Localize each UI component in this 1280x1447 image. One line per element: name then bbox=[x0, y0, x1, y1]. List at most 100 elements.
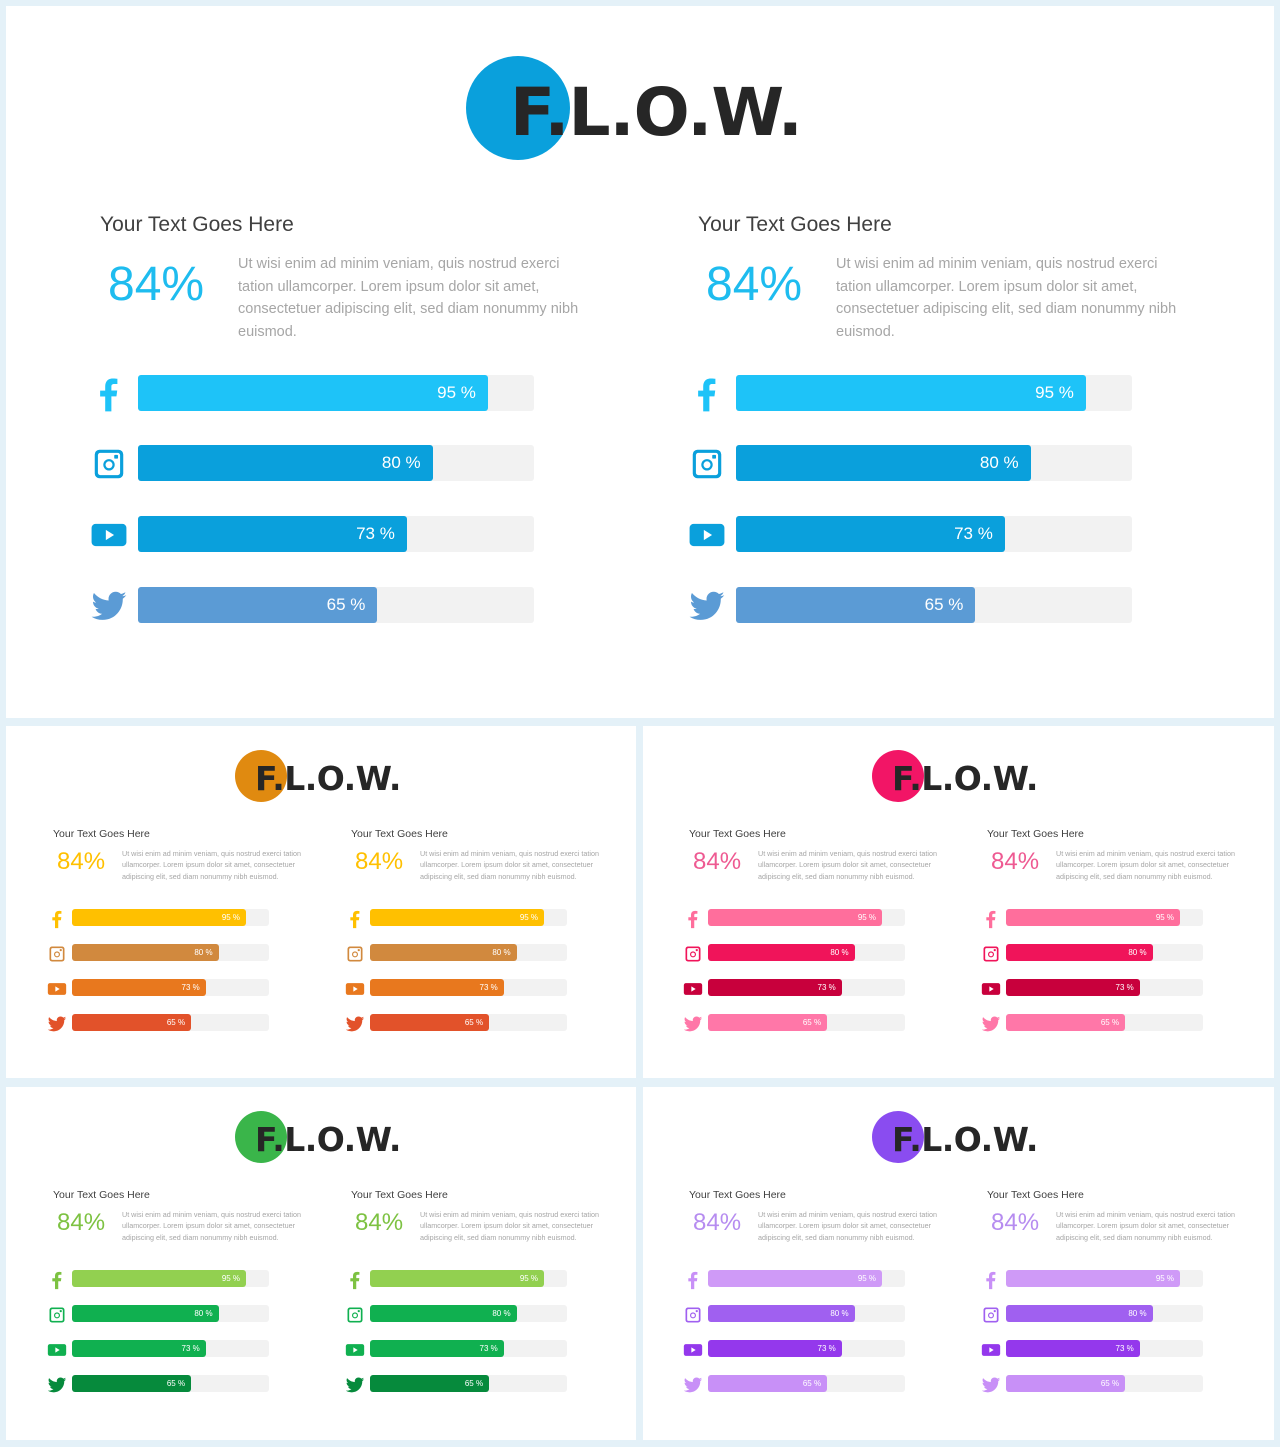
progress-fill: 65 % bbox=[708, 1014, 828, 1031]
progress-label: 95 % bbox=[221, 1274, 241, 1283]
progress-label: 65 % bbox=[464, 1018, 484, 1027]
progress-label: 80 % bbox=[1128, 1309, 1147, 1318]
progress-track: 73 % bbox=[72, 979, 269, 996]
progress-fill: 80 % bbox=[72, 944, 219, 961]
progress-track: 80 % bbox=[370, 1305, 567, 1322]
column-heading: Your Text Goes Here bbox=[689, 1189, 786, 1201]
youtube-icon bbox=[90, 516, 128, 554]
facebook-icon bbox=[981, 909, 1001, 929]
column-heading: Your Text Goes Here bbox=[100, 213, 294, 236]
progress-track: 65 % bbox=[708, 1014, 905, 1031]
progress-label: 65 % bbox=[924, 595, 964, 614]
progress-label: 73 % bbox=[817, 983, 836, 992]
progress-label: 95 % bbox=[519, 1274, 539, 1283]
progress-track: 80 % bbox=[370, 944, 567, 961]
instagram-icon bbox=[683, 1305, 703, 1325]
progress-track: 95 % bbox=[72, 1270, 269, 1287]
progress-label: 80 % bbox=[830, 948, 849, 957]
progress-fill: 73 % bbox=[72, 979, 206, 996]
progress-label: 95 % bbox=[1035, 383, 1074, 402]
progress-label: 73 % bbox=[1115, 983, 1134, 992]
twitter-icon bbox=[981, 1375, 1001, 1395]
progress-fill: 73 % bbox=[72, 1340, 206, 1357]
progress-fill: 65 % bbox=[370, 1375, 490, 1392]
progress-fill: 65 % bbox=[138, 587, 378, 623]
progress-track: 73 % bbox=[370, 979, 567, 996]
progress-track: 80 % bbox=[72, 944, 269, 961]
twitter-icon bbox=[47, 1375, 67, 1395]
instagram-icon bbox=[47, 1305, 67, 1325]
progress-fill: 80 % bbox=[72, 1305, 219, 1322]
twitter-icon bbox=[683, 1014, 703, 1034]
column-body: Ut wisi enim ad minim veniam, quis nostr… bbox=[1056, 849, 1235, 881]
facebook-icon bbox=[90, 375, 128, 413]
slide-blue[interactable]: F.L.O.W. Your Text Goes Here 84% Ut wisi… bbox=[6, 6, 1274, 718]
progress-track: 73 % bbox=[736, 516, 1132, 552]
progress-label: 73 % bbox=[181, 1344, 200, 1353]
progress-fill: 80 % bbox=[708, 944, 855, 961]
progress-fill: 65 % bbox=[72, 1375, 192, 1392]
logo-circle bbox=[466, 56, 570, 160]
facebook-icon bbox=[47, 909, 67, 929]
progress-label: 65 % bbox=[802, 1018, 822, 1027]
column-heading: Your Text Goes Here bbox=[698, 213, 892, 236]
facebook-icon bbox=[345, 1270, 365, 1290]
youtube-icon bbox=[47, 979, 67, 999]
slide-pink[interactable]: F.L.O.W. Your Text Goes Here 84% Ut wisi… bbox=[643, 726, 1274, 1078]
percent-value: 84% bbox=[355, 848, 404, 875]
progress-track: 73 % bbox=[1006, 1340, 1203, 1357]
facebook-icon bbox=[683, 1270, 703, 1290]
column-heading: Your Text Goes Here bbox=[987, 1189, 1084, 1201]
progress-fill: 80 % bbox=[1006, 1305, 1153, 1322]
instagram-icon bbox=[345, 944, 365, 964]
progress-track: 95 % bbox=[708, 1270, 905, 1287]
youtube-icon bbox=[345, 979, 365, 999]
twitter-icon bbox=[345, 1375, 365, 1395]
logo-text: F.L.O.W. bbox=[510, 74, 803, 151]
progress-track: 73 % bbox=[370, 1340, 567, 1357]
progress-track: 80 % bbox=[708, 1305, 905, 1322]
progress-fill: 95 % bbox=[138, 375, 488, 411]
instagram-icon bbox=[683, 944, 703, 964]
progress-label: 65 % bbox=[1100, 1018, 1120, 1027]
progress-fill: 65 % bbox=[1006, 1014, 1126, 1031]
instagram-icon bbox=[688, 445, 726, 483]
column-body: Ut wisi enim ad minim veniam, quis nostr… bbox=[1056, 1210, 1235, 1242]
instagram-icon bbox=[981, 944, 1001, 964]
progress-label: 80 % bbox=[830, 1309, 849, 1318]
twitter-icon bbox=[345, 1014, 365, 1034]
progress-track: 73 % bbox=[1006, 979, 1203, 996]
slide-orange[interactable]: F.L.O.W. Your Text Goes Here 84% Ut wisi… bbox=[6, 726, 636, 1078]
progress-label: 65 % bbox=[326, 595, 366, 614]
slide-purple[interactable]: F.L.O.W. Your Text Goes Here 84% Ut wisi… bbox=[643, 1087, 1274, 1440]
progress-fill: 95 % bbox=[708, 1270, 883, 1287]
progress-label: 95 % bbox=[857, 913, 877, 922]
progress-fill: 73 % bbox=[1006, 979, 1140, 996]
progress-fill: 73 % bbox=[1006, 1340, 1140, 1357]
progress-label: 65 % bbox=[802, 1379, 822, 1388]
progress-label: 95 % bbox=[1155, 1274, 1175, 1283]
progress-track: 80 % bbox=[138, 445, 534, 481]
twitter-icon bbox=[683, 1375, 703, 1395]
progress-track: 73 % bbox=[708, 1340, 905, 1357]
progress-label: 73 % bbox=[181, 983, 200, 992]
column-body: Ut wisi enim ad minim veniam, quis nostr… bbox=[122, 849, 301, 881]
progress-label: 80 % bbox=[194, 948, 213, 957]
progress-fill: 65 % bbox=[708, 1375, 828, 1392]
column-body: Ut wisi enim ad minim veniam, quis nostr… bbox=[122, 1210, 301, 1242]
facebook-icon bbox=[683, 909, 703, 929]
progress-track: 80 % bbox=[72, 1305, 269, 1322]
column-body: Ut wisi enim ad minim veniam, quis nostr… bbox=[238, 256, 579, 341]
progress-fill: 95 % bbox=[72, 1270, 247, 1287]
column-heading: Your Text Goes Here bbox=[53, 828, 150, 840]
progress-track: 65 % bbox=[72, 1375, 269, 1392]
youtube-icon bbox=[47, 1340, 67, 1360]
progress-track: 65 % bbox=[708, 1375, 905, 1392]
logo-text: F.L.O.W. bbox=[255, 759, 401, 798]
slide-green[interactable]: F.L.O.W. Your Text Goes Here 84% Ut wisi… bbox=[6, 1087, 636, 1440]
logo-text: F.L.O.W. bbox=[892, 1120, 1038, 1159]
column-body: Ut wisi enim ad minim veniam, quis nostr… bbox=[420, 849, 599, 881]
progress-track: 95 % bbox=[1006, 1270, 1203, 1287]
progress-track: 65 % bbox=[736, 587, 1132, 623]
twitter-icon bbox=[90, 587, 128, 625]
